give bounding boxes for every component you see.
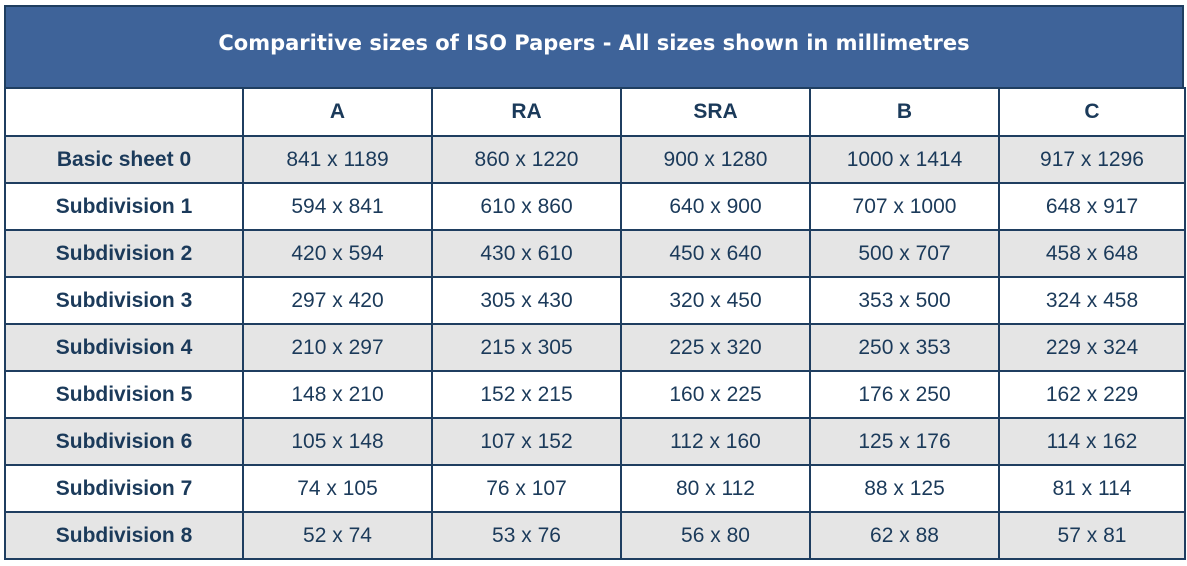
- size-cell: 215 x 305: [431, 323, 622, 372]
- size-cell: 297 x 420: [242, 276, 433, 325]
- size-cell: 305 x 430: [431, 276, 622, 325]
- size-cell: 1000 x 1414: [809, 135, 1000, 184]
- size-cell: 76 x 107: [431, 464, 622, 513]
- table-row: Subdivision 3 297 x 420 305 x 430 320 x 450…: [4, 276, 1186, 325]
- size-cell: 112 x 160: [620, 417, 811, 466]
- header-row: A RA SRA B C: [4, 87, 1186, 137]
- size-cell: 610 x 860: [431, 182, 622, 231]
- row-label: Subdivision 1: [4, 182, 244, 231]
- table-row: Subdivision 6 105 x 148 107 x 152 112 x 160…: [4, 417, 1186, 466]
- row-label: Subdivision 4: [4, 323, 244, 372]
- size-cell: 250 x 353: [809, 323, 1000, 372]
- size-cell: 88 x 125: [809, 464, 1000, 513]
- size-cell: 917 x 1296: [998, 135, 1186, 184]
- size-cell: 176 x 250: [809, 370, 1000, 419]
- size-cell: 56 x 80: [620, 511, 811, 560]
- size-cell: 229 x 324: [998, 323, 1186, 372]
- size-cell: 324 x 458: [998, 276, 1186, 325]
- row-label: Subdivision 6: [4, 417, 244, 466]
- column-header: B: [809, 87, 1000, 137]
- corner-cell: [4, 87, 244, 137]
- size-cell: 114 x 162: [998, 417, 1186, 466]
- size-cell: 225 x 320: [620, 323, 811, 372]
- table-container: Comparitive sizes of ISO Papers - All si…: [4, 5, 1186, 560]
- size-cell: 57 x 81: [998, 511, 1186, 560]
- size-cell: 210 x 297: [242, 323, 433, 372]
- column-header: C: [998, 87, 1186, 137]
- size-cell: 430 x 610: [431, 229, 622, 278]
- size-cell: 80 x 112: [620, 464, 811, 513]
- size-cell: 152 x 215: [431, 370, 622, 419]
- size-cell: 107 x 152: [431, 417, 622, 466]
- size-cell: 841 x 1189: [242, 135, 433, 184]
- size-cell: 420 x 594: [242, 229, 433, 278]
- size-cell: 640 x 900: [620, 182, 811, 231]
- table-row: Subdivision 4 210 x 297 215 x 305 225 x 320…: [4, 323, 1186, 372]
- table-row: Subdivision 5 148 x 210 152 x 215 160 x 225…: [4, 370, 1186, 419]
- table-row: Basic sheet 0 841 x 1189 860 x 1220 900 x 1…: [4, 135, 1186, 184]
- size-cell: 105 x 148: [242, 417, 433, 466]
- size-cell: 500 x 707: [809, 229, 1000, 278]
- column-header: SRA: [620, 87, 811, 137]
- row-label: Subdivision 5: [4, 370, 244, 419]
- table-body: Basic sheet 0 841 x 1189 860 x 1220 900 x 1…: [4, 135, 1186, 560]
- table-row: Subdivision 2 420 x 594 430 x 610 450 x 640…: [4, 229, 1186, 278]
- size-cell: 900 x 1280: [620, 135, 811, 184]
- size-cell: 52 x 74: [242, 511, 433, 560]
- size-cell: 81 x 114: [998, 464, 1186, 513]
- row-label: Subdivision 8: [4, 511, 244, 560]
- size-cell: 594 x 841: [242, 182, 433, 231]
- size-cell: 125 x 176: [809, 417, 1000, 466]
- size-cell: 648 x 917: [998, 182, 1186, 231]
- size-table: A RA SRA B C Basic sheet 0 841 x 1189 860 x 12…: [4, 87, 1186, 560]
- size-cell: 53 x 76: [431, 511, 622, 560]
- size-cell: 458 x 648: [998, 229, 1186, 278]
- size-cell: 860 x 1220: [431, 135, 622, 184]
- size-cell: 320 x 450: [620, 276, 811, 325]
- column-header: A: [242, 87, 433, 137]
- table-row: Subdivision 8 52 x 74 53 x 76 56 x 80 62 x 8…: [4, 511, 1186, 560]
- size-cell: 74 x 105: [242, 464, 433, 513]
- size-cell: 160 x 225: [620, 370, 811, 419]
- column-header: RA: [431, 87, 622, 137]
- row-label: Subdivision 3: [4, 276, 244, 325]
- size-cell: 148 x 210: [242, 370, 433, 419]
- row-label: Subdivision 7: [4, 464, 244, 513]
- size-cell: 353 x 500: [809, 276, 1000, 325]
- size-cell: 707 x 1000: [809, 182, 1000, 231]
- size-cell: 62 x 88: [809, 511, 1000, 560]
- table-row: Subdivision 1 594 x 841 610 x 860 640 x 900…: [4, 182, 1186, 231]
- table-title: Comparitive sizes of ISO Papers - All si…: [4, 5, 1184, 87]
- row-label: Basic sheet 0: [4, 135, 244, 184]
- table-row: Subdivision 7 74 x 105 76 x 107 80 x 112 88 …: [4, 464, 1186, 513]
- row-label: Subdivision 2: [4, 229, 244, 278]
- size-cell: 162 x 229: [998, 370, 1186, 419]
- size-cell: 450 x 640: [620, 229, 811, 278]
